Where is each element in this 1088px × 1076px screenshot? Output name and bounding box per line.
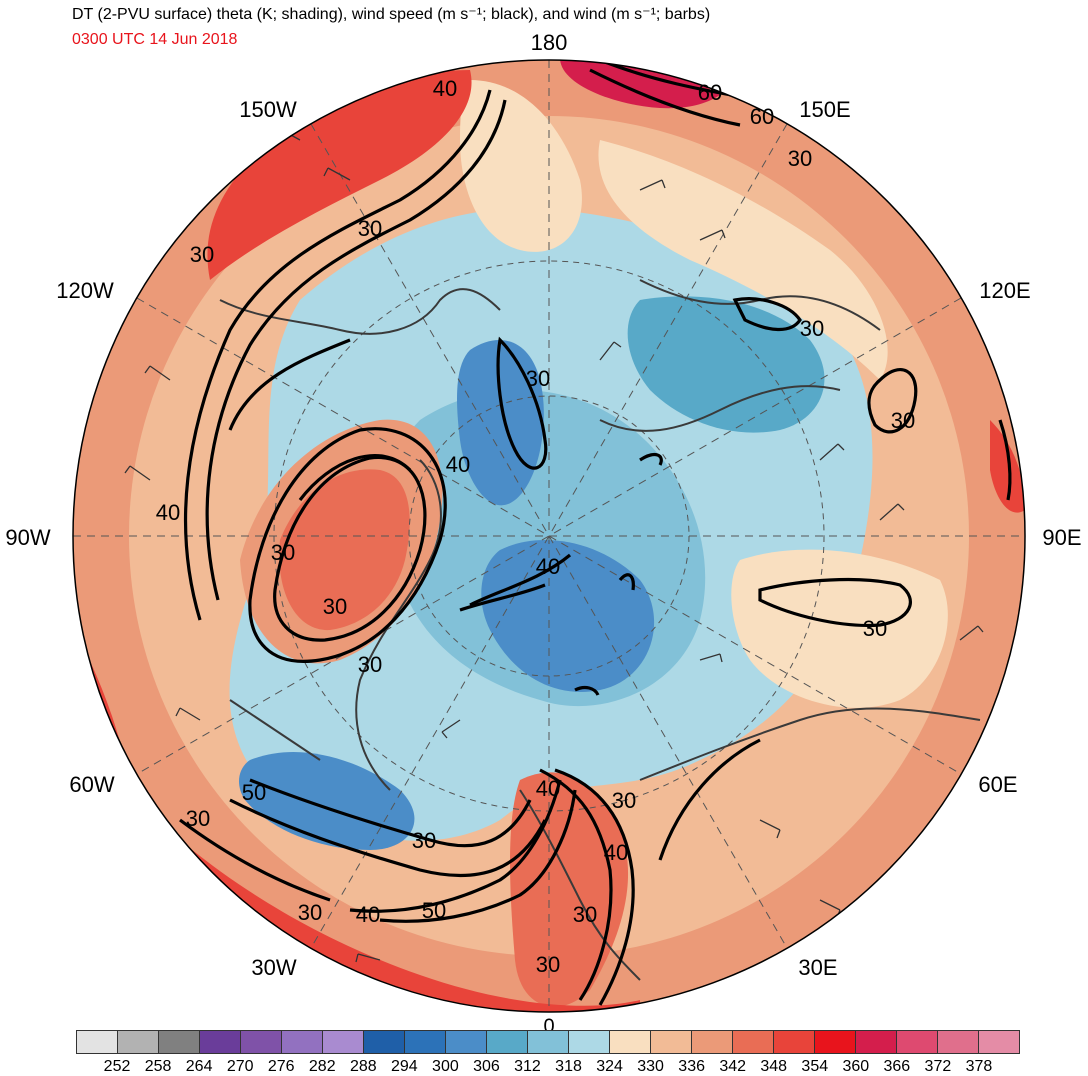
colorbar-tick-label: 324 [596,1058,623,1075]
colorbar-tick-label: 330 [637,1058,664,1075]
colorbar-swatch [487,1031,528,1053]
colorbar-tick-label: 270 [226,1058,254,1075]
colorbar-tick-label: 354 [801,1058,829,1075]
contour-label: 30 [863,616,887,641]
colorbar-tick-label: 300 [432,1058,459,1075]
contour-label: 30 [573,902,597,927]
map-boundary [72,59,1026,1013]
colorbar-swatch [979,1031,1019,1053]
contour-label: 60 [698,80,722,105]
colorbar-swatch [610,1031,651,1053]
contour-label: 50 [242,780,266,805]
colorbar-swatch [364,1031,405,1053]
colorbar-swatch [405,1031,446,1053]
colorbar-tick-label: 366 [883,1058,911,1075]
contour-label: 30 [536,952,560,977]
colorbar-tick-label: 360 [842,1058,870,1075]
cream-band-siberia [731,549,948,708]
colorbar-tick-label: 336 [678,1058,705,1075]
colorbar-swatch [774,1031,815,1053]
colorbar-swatch [241,1031,282,1053]
contour-label: 60 [750,104,774,129]
lon-label-30w: 30W [251,955,297,980]
colorbar-swatch [651,1031,692,1053]
lon-label-150w: 150W [239,97,297,122]
contour-label: 40 [433,76,457,101]
contour-label: 30 [271,540,295,565]
contour-label: 30 [612,788,636,813]
lon-label-60e: 60E [978,772,1018,797]
colorbar-tick-label: 378 [965,1058,993,1075]
colorbar-tick-label: 288 [349,1058,377,1075]
contour-label: 40 [604,840,628,865]
lon-label-180: 180 [530,30,568,55]
cold-pool-blue-north [457,340,544,506]
contour-label: 40 [446,452,470,477]
map-title: DT (2-PVU surface) theta (K; shading), w… [72,6,711,23]
contour-label: 40 [536,554,560,579]
contour-label: 40 [156,500,180,525]
hot-region-east-pacific [560,60,720,109]
colorbar-swatch [323,1031,364,1053]
contour-label: 30 [788,146,812,171]
contour-label-group: 60 60 30 30 40 30 30 30 40 30 30 40 30 3… [156,76,915,977]
colorbar-tick-label: 264 [185,1058,213,1075]
colorbar-tick-label: 318 [555,1058,582,1075]
contour-label: 30 [190,242,214,267]
contour-label: 30 [358,216,382,241]
lon-label-120w: 120W [56,278,114,303]
colorbar-swatch [159,1031,200,1053]
lon-label-120e: 120E [979,278,1031,303]
contour-label: 40 [536,776,560,801]
colorbar-tick-label: 294 [390,1058,418,1075]
colorbar-tick-label: 372 [924,1058,952,1075]
cream-band-asia [598,140,888,380]
colorbar-tick-label: 306 [473,1058,500,1075]
colorbar-swatch [815,1031,856,1053]
contour-label: 30 [298,900,322,925]
contour-label: 30 [891,408,915,433]
hot-region-east-asia [990,420,1025,513]
lon-label-150e: 150E [799,97,851,122]
colorbar [76,1030,1020,1054]
warm-ridge-core [279,469,410,631]
colorbar-tick-label: 342 [719,1058,747,1075]
contour-label: 30 [358,652,382,677]
contour-label: 40 [356,902,380,927]
lon-label-60w: 60W [69,772,115,797]
wind-speed-contours [179,60,1012,1006]
lon-label-0: 0 [543,1015,555,1038]
contour-label: 30 [412,828,436,853]
colorbar-swatch [528,1031,569,1053]
colorbar-swatch [733,1031,774,1053]
lon-label-30e: 30E [798,955,838,980]
colorbar-tick-label: 276 [267,1058,295,1075]
colorbar-tick-label: 252 [103,1058,131,1075]
colorbar-tick-label: 312 [514,1058,541,1075]
colorbar-tick-label: 282 [308,1058,336,1075]
colorbar-swatch [938,1031,979,1053]
colorbar-swatch [692,1031,733,1053]
colorbar-swatch [569,1031,610,1053]
cream-band-arctic [460,80,582,252]
contour-label: 30 [800,316,824,341]
colorbar-swatch [200,1031,241,1053]
contour-label: 50 [422,898,446,923]
lon-label-90w: 90W [5,525,51,550]
contour-label: 30 [323,594,347,619]
contour-label: 30 [526,366,550,391]
colorbar-swatch [282,1031,323,1053]
colorbar-tick-label: 258 [144,1058,172,1075]
colorbar-swatch [118,1031,159,1053]
colorbar-tick-label: 348 [760,1058,788,1075]
colorbar-swatch [77,1031,118,1053]
contour-label: 30 [186,806,210,831]
colorbar-swatch [446,1031,487,1053]
valid-time: 0300 UTC 14 Jun 2018 [72,31,238,48]
colorbar-swatch [897,1031,938,1053]
lon-label-90e: 90E [1042,525,1082,550]
colorbar-swatch [856,1031,897,1053]
